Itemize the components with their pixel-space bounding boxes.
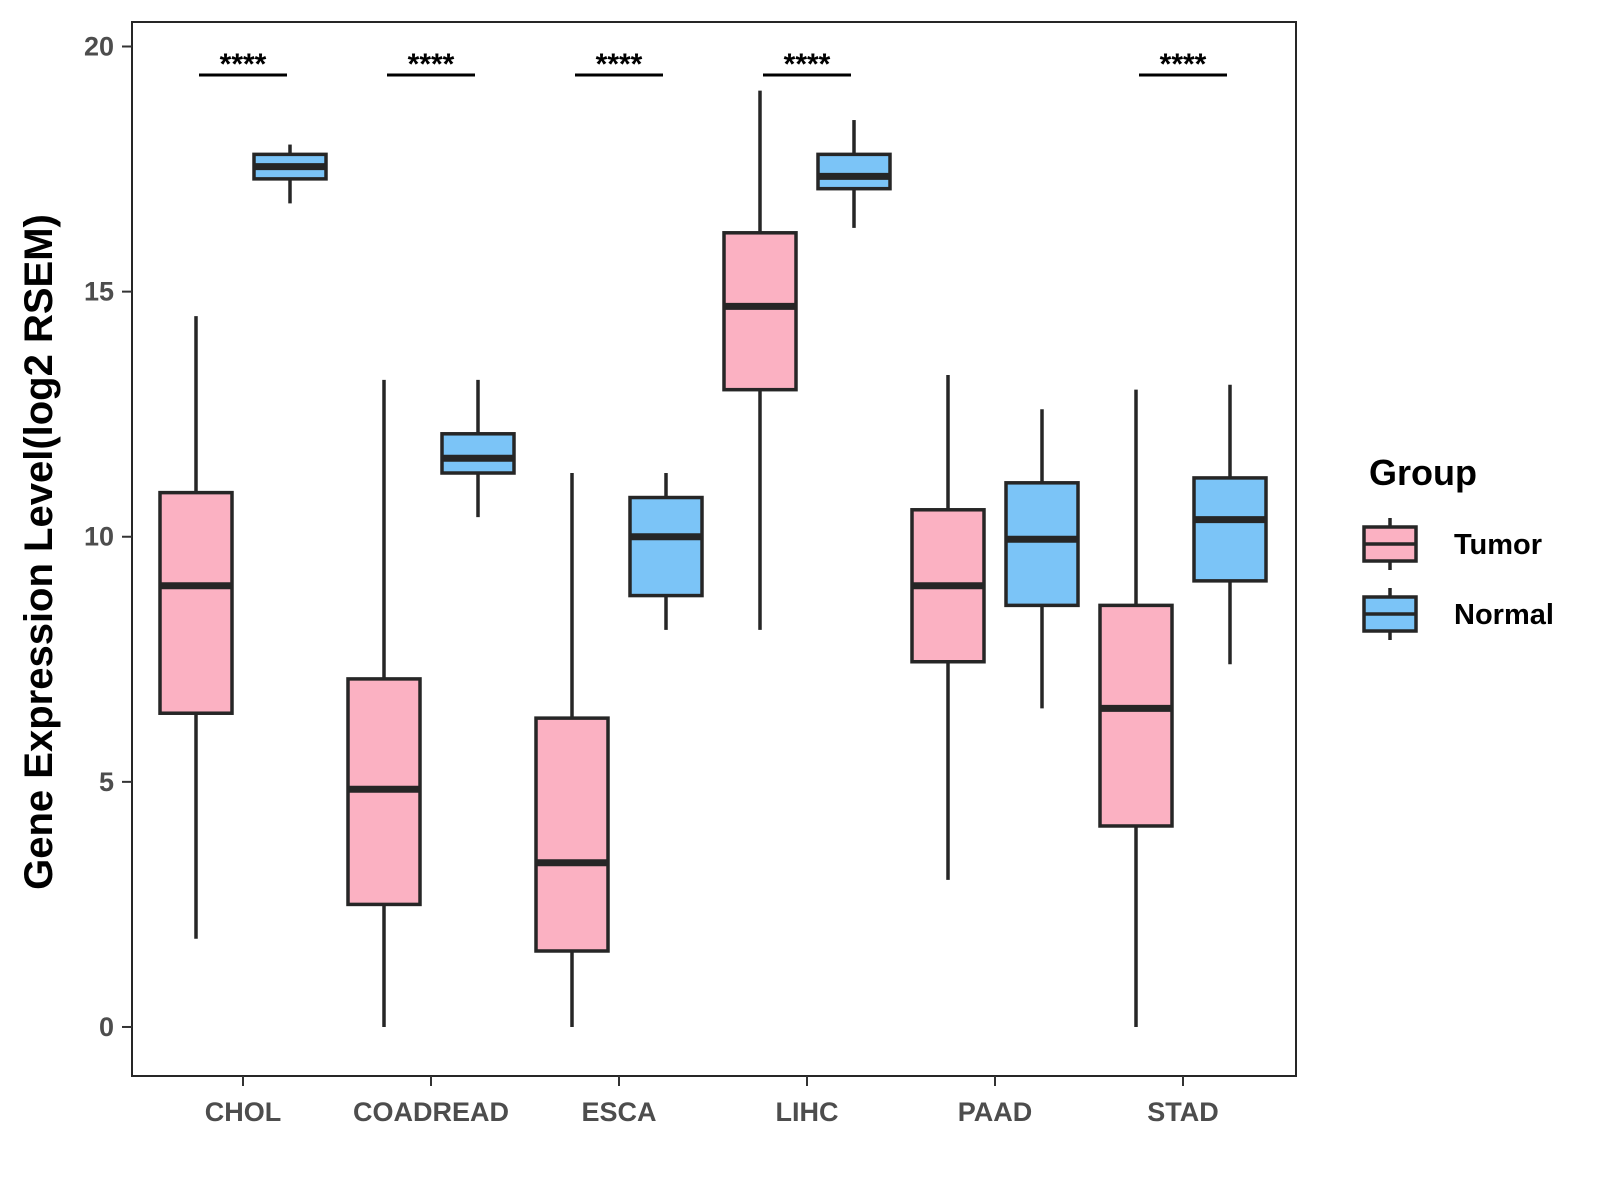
x-tick-label: LIHC bbox=[776, 1097, 839, 1127]
box-body bbox=[158, 490, 234, 715]
box-body bbox=[440, 432, 516, 475]
box-normal-lihc bbox=[816, 120, 892, 228]
y-tick-label: 20 bbox=[84, 32, 114, 62]
box-normal-coadread bbox=[440, 379, 516, 518]
x-tick-label: STAD bbox=[1147, 1097, 1219, 1127]
plot-area: **** **** **** **** **** bbox=[158, 48, 1268, 1027]
box-normal-esca bbox=[628, 473, 704, 630]
legend-item-normal: Normal bbox=[1362, 588, 1554, 640]
axes: 0 5 10 15 20 CHOL COADREAD ESCA LIHC PAAD STAD bbox=[84, 21, 1297, 1127]
y-tick-label: 15 bbox=[84, 277, 114, 307]
box-body bbox=[1192, 476, 1268, 583]
legend-label: Normal bbox=[1454, 599, 1554, 631]
box-body bbox=[816, 152, 892, 191]
significance-label: **** bbox=[784, 48, 831, 81]
box-tumor-chol bbox=[158, 316, 234, 939]
significance-label: **** bbox=[220, 48, 267, 81]
x-tick-label: ESCA bbox=[581, 1097, 656, 1127]
box-tumor-lihc bbox=[722, 90, 798, 630]
box-tumor-paad bbox=[910, 374, 986, 880]
box-body bbox=[722, 231, 798, 392]
box-normal-chol bbox=[252, 144, 328, 204]
box-tumor-esca bbox=[534, 473, 610, 1027]
legend-item-tumor: Tumor bbox=[1362, 518, 1542, 570]
legend-label: Tumor bbox=[1454, 529, 1542, 561]
significance-label: **** bbox=[408, 48, 455, 81]
x-tick-label: PAAD bbox=[958, 1097, 1033, 1127]
significance-label: **** bbox=[596, 48, 643, 81]
box-normal-stad bbox=[1192, 384, 1268, 665]
x-tick-label: CHOL bbox=[205, 1097, 282, 1127]
box-body bbox=[628, 495, 704, 598]
box-normal-paad bbox=[1004, 409, 1080, 709]
y-tick-label: 5 bbox=[99, 767, 114, 797]
box-tumor-coadread bbox=[346, 379, 422, 1027]
panel-border bbox=[131, 21, 1297, 1077]
significance-label: **** bbox=[1160, 48, 1207, 81]
box-body bbox=[534, 716, 610, 953]
box-body bbox=[1098, 603, 1174, 828]
box-tumor-stad bbox=[1098, 389, 1174, 1027]
legend: Group Tumor Normal bbox=[1362, 452, 1554, 640]
y-tick-label: 0 bbox=[99, 1012, 114, 1042]
y-axis-title: Gene Expression Level(log2 RSEM) bbox=[17, 214, 61, 890]
legend-title: Group bbox=[1369, 452, 1477, 493]
y-tick-label: 10 bbox=[84, 522, 114, 552]
box-body bbox=[1004, 481, 1080, 608]
x-tick-label: COADREAD bbox=[353, 1097, 509, 1127]
